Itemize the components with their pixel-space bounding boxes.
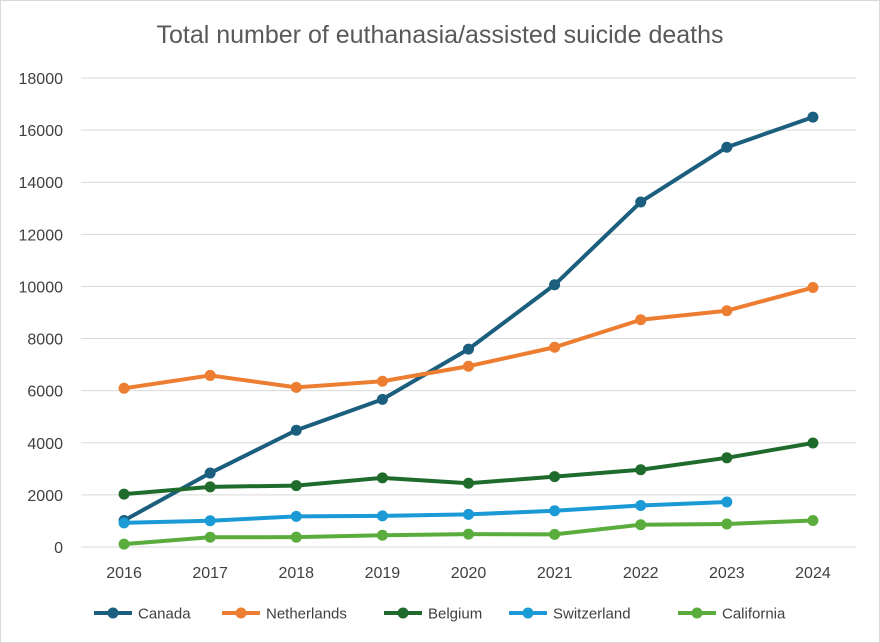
data-point [290,424,302,436]
legend-label: Belgium [428,606,482,623]
y-tick-label: 8000 [27,332,63,349]
data-point [635,314,647,326]
data-point [721,452,733,464]
data-point [635,519,647,531]
data-point [376,472,388,484]
x-tick-label: 2020 [451,565,487,582]
series-lines [118,111,819,550]
legend-item: California [678,606,786,623]
data-point [204,481,216,493]
data-point [118,517,130,529]
legend-label: Netherlands [266,606,347,623]
x-tick-label: 2024 [795,565,831,582]
x-tick-label: 2022 [623,565,659,582]
data-point [463,477,474,489]
data-point [807,282,819,294]
legend-marker-icon [522,607,534,619]
y-tick-label: 16000 [19,123,64,140]
data-point [290,480,302,492]
data-point [463,528,474,540]
data-point [549,471,561,483]
series-line [122,499,729,525]
y-tick-label: 10000 [19,279,64,296]
series-belgium [118,437,819,500]
data-point [118,488,130,500]
data-point [721,518,733,530]
x-tick-label: 2021 [537,565,573,582]
data-point [376,529,388,541]
data-point [549,528,561,540]
y-tick-label: 14000 [19,175,64,192]
legend-marker-icon [107,607,119,619]
data-point [635,196,647,208]
legend: Canada Netherlands Belgium Switzerland Calif… [94,606,786,623]
gridlines [81,77,856,548]
legend-marker-icon [397,607,409,619]
series-line [122,285,815,391]
x-tick-label: 2023 [709,565,745,582]
data-point [463,343,474,355]
data-point [807,111,819,123]
legend-marker-icon [691,607,703,619]
y-tick-label: 12000 [19,227,64,244]
y-tick-label: 18000 [19,71,64,88]
y-tick-label: 6000 [27,384,63,401]
data-point [118,382,130,394]
y-tick-label: 4000 [27,436,63,453]
data-point [290,381,302,393]
data-point [721,305,733,317]
data-point [549,505,561,517]
data-point [635,464,647,476]
data-point [376,510,388,522]
series-california [118,515,819,550]
data-point [118,538,130,550]
legend-marker-icon [235,607,247,619]
series-netherlands [118,282,819,394]
data-point [204,515,216,527]
x-tick-label: 2018 [278,565,314,582]
data-point [463,508,474,520]
y-axis-ticks: 0 2000 4000 6000 8000 10000 12000 14000 16000 180… [19,71,64,557]
data-point [204,467,216,479]
legend-item: Netherlands [222,606,347,623]
legend-item: Belgium [384,606,482,623]
y-tick-label: 0 [54,540,63,557]
data-point [807,515,819,527]
legend-label: California [722,606,786,623]
chart-title: Total number of euthanasia/assisted suic… [156,21,723,49]
legend-label: Canada [138,606,191,623]
series-switzerland [118,496,733,529]
x-tick-label: 2016 [106,565,142,582]
data-point [549,279,561,291]
data-point [204,531,216,543]
data-point [721,141,733,153]
data-point [463,360,474,372]
data-point [290,531,302,543]
x-tick-label: 2017 [192,565,228,582]
data-point [721,496,733,508]
x-axis-ticks: 2016 2017 2018 2019 2020 2021 2022 2023 2024 [106,565,831,582]
data-point [376,393,388,405]
y-tick-label: 2000 [27,488,63,505]
data-point [376,375,388,387]
legend-label: Switzerland [553,606,631,623]
data-point [807,437,819,449]
data-point [635,499,647,511]
x-tick-label: 2019 [365,565,401,582]
legend-item: Switzerland [509,606,631,623]
legend-item: Canada [94,606,191,623]
series-canada [118,111,819,526]
data-point [549,341,561,353]
data-point [290,510,302,522]
data-point [204,369,216,381]
